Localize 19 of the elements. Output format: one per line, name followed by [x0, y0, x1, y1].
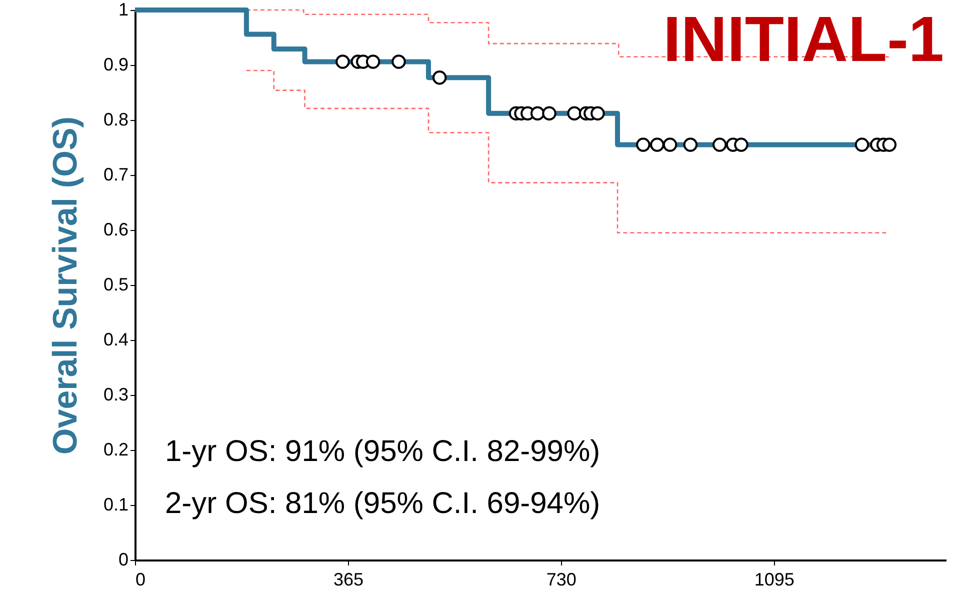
x-tick-label: 0: [136, 570, 146, 590]
y-tick-label: 0.4: [103, 330, 128, 350]
y-tick-label: 0.3: [103, 384, 128, 404]
y-tick-label: 0.8: [103, 110, 128, 130]
y-tick-label: 0.1: [103, 494, 128, 514]
x-tick-label: 1095: [754, 570, 794, 590]
y-tick-label: 0.5: [103, 274, 128, 294]
y-tick-label: 0.2: [103, 440, 128, 460]
annotation: 1-yr OS: 91% (95% C.I. 82-99%): [165, 435, 600, 468]
x-tick-label: 365: [333, 570, 364, 590]
y-tick-label: 0.7: [103, 164, 128, 184]
y-tick-label: 0.6: [103, 220, 128, 240]
x-tick-label: 730: [546, 570, 576, 590]
y-axis-title: Overall Survival (OS): [46, 116, 84, 455]
y-tick-label: 0: [118, 550, 128, 570]
y-tick-label: 0.9: [103, 54, 128, 74]
y-tick-label: 1: [118, 0, 128, 20]
annotation: 2-yr OS: 81% (95% C.I. 69-94%): [165, 487, 600, 520]
chart-title: INITIAL-1: [663, 3, 944, 75]
